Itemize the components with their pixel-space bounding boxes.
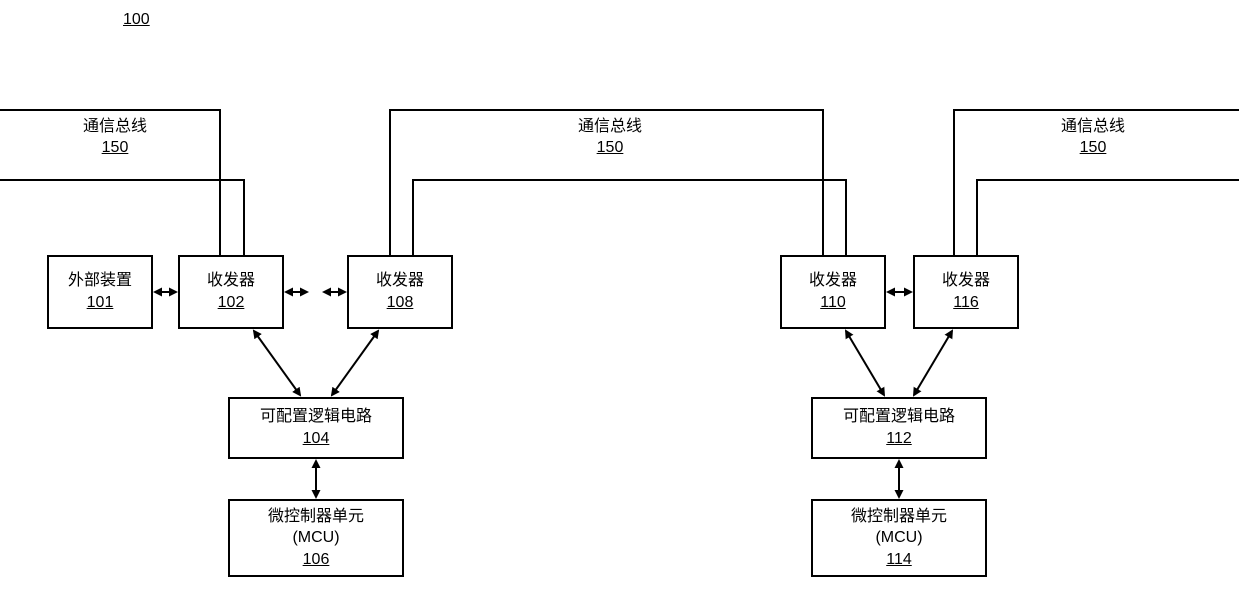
node-transceiver-102: 收发器 102 (178, 255, 284, 329)
node-ext-title: 外部装置 (68, 270, 132, 292)
bus-label-1-title: 通信总线 (83, 118, 147, 135)
node-mcu2-sub: (MCU) (875, 527, 922, 549)
node-mcu2-ref: 114 (886, 549, 912, 571)
node-t116-title: 收发器 (942, 270, 990, 292)
bus-label-3: 通信总线 150 (1048, 117, 1138, 159)
system-ref-label: 100 (123, 10, 150, 31)
node-transceiver-110: 收发器 110 (780, 255, 886, 329)
node-config-logic-104: 可配置逻辑电路 104 (228, 397, 404, 459)
node-cfg2-title: 可配置逻辑电路 (843, 406, 955, 428)
node-cfg1-ref: 104 (303, 428, 330, 450)
node-config-logic-112: 可配置逻辑电路 112 (811, 397, 987, 459)
node-transceiver-116: 收发器 116 (913, 255, 1019, 329)
node-external-device: 外部装置 101 (47, 255, 153, 329)
system-ref-num: 100 (123, 11, 150, 28)
node-mcu-114: 微控制器单元 (MCU) 114 (811, 499, 987, 577)
node-mcu1-title: 微控制器单元 (268, 506, 364, 528)
bus-label-2-title: 通信总线 (578, 118, 642, 135)
node-t110-ref: 110 (820, 292, 846, 314)
node-t102-ref: 102 (218, 292, 245, 314)
node-mcu1-sub: (MCU) (292, 527, 339, 549)
node-mcu1-ref: 106 (303, 549, 330, 571)
bus-label-3-ref: 150 (1080, 139, 1107, 156)
node-t116-ref: 116 (953, 292, 979, 314)
bus-label-2-ref: 150 (597, 139, 624, 156)
node-cfg2-ref: 112 (886, 428, 912, 450)
node-t110-title: 收发器 (809, 270, 857, 292)
node-t102-title: 收发器 (207, 270, 255, 292)
node-mcu-106: 微控制器单元 (MCU) 106 (228, 499, 404, 577)
node-t108-title: 收发器 (376, 270, 424, 292)
node-cfg1-title: 可配置逻辑电路 (260, 406, 372, 428)
node-ext-ref: 101 (87, 292, 114, 314)
node-transceiver-108: 收发器 108 (347, 255, 453, 329)
bus-label-1: 通信总线 150 (70, 117, 160, 159)
node-t108-ref: 108 (387, 292, 414, 314)
bus-label-1-ref: 150 (102, 139, 129, 156)
bus-label-3-title: 通信总线 (1061, 118, 1125, 135)
bus-label-2: 通信总线 150 (560, 117, 660, 159)
node-mcu2-title: 微控制器单元 (851, 506, 947, 528)
